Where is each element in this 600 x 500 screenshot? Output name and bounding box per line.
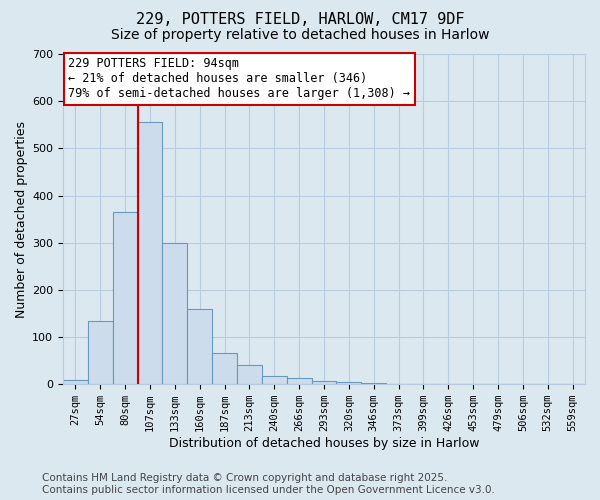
Bar — [88, 320, 113, 384]
Bar — [212, 352, 237, 384]
Text: Contains HM Land Registry data © Crown copyright and database right 2025.
Contai: Contains HM Land Registry data © Crown c… — [42, 474, 495, 495]
Y-axis label: Number of detached properties: Number of detached properties — [15, 120, 28, 318]
Text: 229 POTTERS FIELD: 94sqm
← 21% of detached houses are smaller (346)
79% of semi-: 229 POTTERS FIELD: 94sqm ← 21% of detach… — [68, 58, 410, 100]
Text: 229, POTTERS FIELD, HARLOW, CM17 9DF: 229, POTTERS FIELD, HARLOW, CM17 9DF — [136, 12, 464, 28]
Bar — [337, 382, 361, 384]
X-axis label: Distribution of detached houses by size in Harlow: Distribution of detached houses by size … — [169, 437, 479, 450]
Bar — [287, 378, 311, 384]
Text: Size of property relative to detached houses in Harlow: Size of property relative to detached ho… — [111, 28, 489, 42]
Bar — [113, 212, 137, 384]
Bar — [137, 122, 163, 384]
Bar — [311, 381, 337, 384]
Bar — [63, 380, 88, 384]
Bar — [163, 242, 187, 384]
Bar — [262, 376, 287, 384]
Bar — [237, 366, 262, 384]
Bar — [187, 308, 212, 384]
